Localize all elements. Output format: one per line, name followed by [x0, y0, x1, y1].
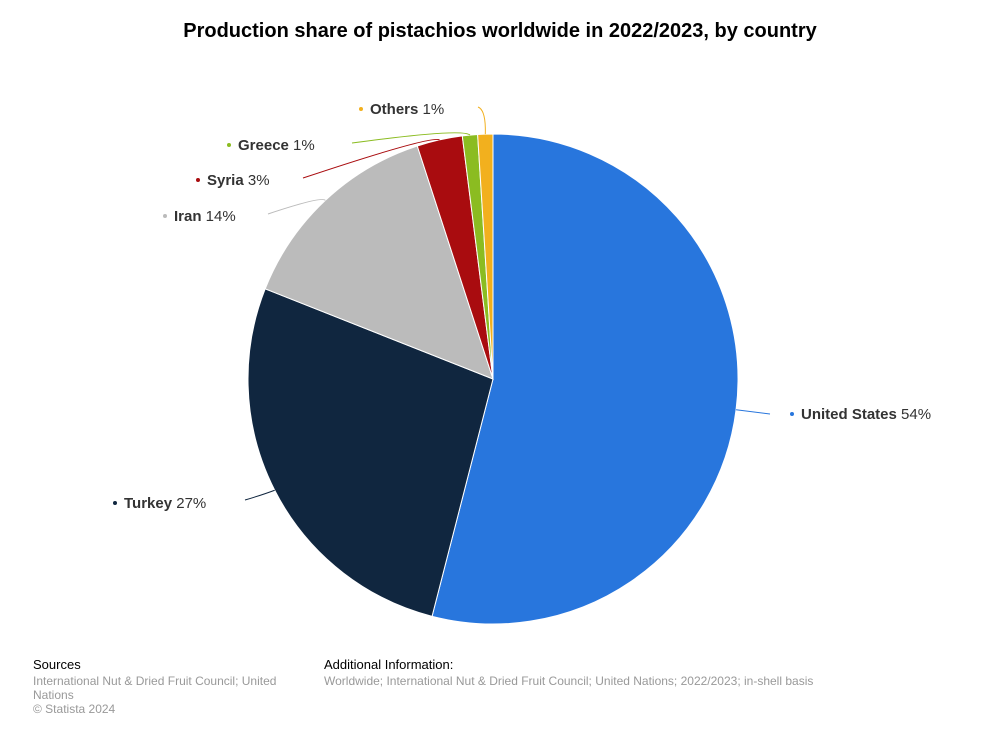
sources-text: International Nut & Dried Fruit Council;…: [33, 674, 277, 702]
sources-heading: Sources: [33, 657, 81, 672]
leader-line-turkey: [244, 489, 275, 501]
leader-line-united-states: [736, 409, 771, 415]
leader-line-greece: [351, 132, 471, 144]
copyright[interactable]: © Statista 2024: [33, 702, 116, 716]
data-label-iran: Iran 14%: [174, 208, 236, 225]
label-bullet-united-states: [790, 412, 794, 416]
additional-info-block: Additional Information: Worldwide; Inter…: [324, 657, 924, 689]
data-label-turkey: Turkey 27%: [124, 495, 206, 512]
data-label-others: Others 1%: [370, 101, 444, 118]
label-bullet-syria: [196, 178, 200, 182]
pie-slice-united-states[interactable]: [431, 133, 739, 625]
leader-line-others: [477, 106, 486, 135]
data-label-syria: Syria 3%: [207, 172, 270, 189]
data-label-united-states: United States 54%: [801, 406, 931, 423]
additional-info-text: Worldwide; International Nut & Dried Fru…: [324, 674, 814, 688]
label-bullet-greece: [227, 143, 231, 147]
sources-block: Sources International Nut & Dried Fruit …: [33, 657, 293, 717]
label-bullet-turkey: [113, 501, 117, 505]
chart-title: Production share of pistachios worldwide…: [183, 20, 817, 42]
data-label-greece: Greece 1%: [238, 137, 315, 154]
label-bullet-iran: [163, 214, 167, 218]
leader-line-syria: [302, 138, 440, 179]
additional-info-heading: Additional Information:: [324, 657, 454, 672]
label-bullet-others: [359, 107, 363, 111]
leader-line-iran: [267, 199, 326, 215]
pie-chart: United States 54% Turkey 27% Iran 14% Syria…: [113, 101, 931, 625]
